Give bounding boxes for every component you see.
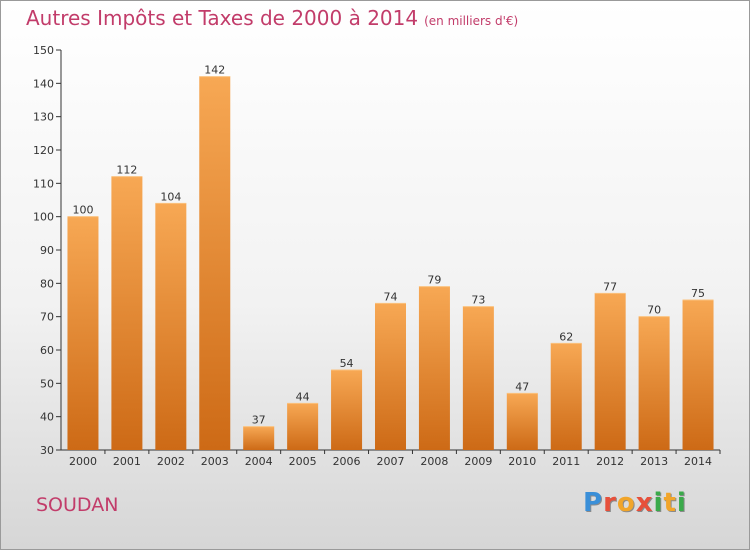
bar-value-label: 70 [647, 304, 661, 317]
y-tick-label: 50 [40, 377, 54, 390]
y-tick-label: 120 [33, 144, 54, 157]
chart-title: Autres Impôts et Taxes de 2000 à 2014 (en… [26, 6, 518, 30]
bars: 100 112 104 142 37 44 54 74 79 73 47 62 77 70 75 [67, 64, 714, 451]
bar-2011 [550, 343, 582, 450]
bar-2005 [287, 403, 319, 450]
y-tick-label: 90 [40, 244, 54, 257]
bar-2007 [375, 303, 406, 450]
x-tick-label: 2001 [113, 455, 141, 468]
x-tick-label: 2011 [552, 455, 580, 468]
bar-value-label: 77 [603, 280, 617, 293]
y-tick-label: 40 [40, 411, 54, 424]
bar-2002 [155, 203, 187, 450]
x-tick-label: 2010 [508, 455, 536, 468]
bar-value-label: 100 [72, 204, 93, 217]
y-tick-label: 80 [40, 277, 54, 290]
y-tick-label: 150 [33, 44, 54, 57]
x-tick-label: 2012 [596, 455, 624, 468]
place-name: SOUDAN [36, 494, 119, 516]
y-tick-label: 60 [40, 344, 54, 357]
bar-value-label: 142 [204, 64, 225, 77]
bar-value-label: 74 [384, 290, 398, 303]
x-tick-label: 2005 [289, 455, 317, 468]
x-tick-label: 2008 [420, 455, 448, 468]
proxiti-logo: Proxiti [583, 488, 687, 518]
x-tick-label: 2009 [464, 455, 492, 468]
bar-2008 [418, 286, 450, 450]
bar-2012 [594, 293, 626, 450]
y-tick-label: 30 [40, 444, 54, 457]
bar-value-label: 79 [427, 274, 441, 287]
bar-value-label: 37 [252, 414, 266, 427]
bar-2006 [331, 370, 363, 450]
bar-2013 [638, 316, 670, 450]
bar-2010 [506, 393, 538, 450]
x-tick-label: 2014 [684, 455, 712, 468]
bar-2014 [682, 300, 714, 450]
x-tick-label: 2007 [377, 455, 405, 468]
bar-2000 [67, 216, 99, 450]
bar-value-label: 47 [515, 380, 529, 393]
x-tick-label: 2013 [640, 455, 668, 468]
y-tick-label: 110 [33, 177, 54, 190]
y-tick-label: 70 [40, 311, 54, 324]
x-tick-label: 2000 [69, 455, 97, 468]
bar-value-label: 75 [691, 287, 705, 300]
x-tick-label: 2002 [157, 455, 185, 468]
y-tick-label: 100 [33, 211, 54, 224]
bar-2001 [111, 176, 143, 450]
bar-value-label: 112 [116, 164, 137, 177]
bar-2004 [243, 426, 275, 450]
y-tick-label: 140 [33, 77, 54, 90]
y-tick-label: 130 [33, 111, 54, 124]
x-tick-label: 2004 [245, 455, 273, 468]
bar-value-label: 73 [471, 294, 485, 307]
bar-2003 [199, 76, 231, 451]
chart-unit: (en milliers d'€) [424, 14, 519, 28]
bar-value-label: 62 [559, 330, 573, 343]
x-tick-label: 2003 [201, 455, 229, 468]
chart-title-text: Autres Impôts et Taxes de 2000 à 2014 [26, 6, 419, 30]
x-axis: 2000 2001 2002 2003 2004 2005 2006 2007 2008 2009… [61, 449, 721, 468]
bar-value-label: 104 [160, 190, 181, 203]
bar-2009 [462, 306, 494, 450]
x-tick-label: 2006 [333, 455, 361, 468]
y-axis: 30 40 50 60 70 80 90 100 110 120 130 140 150 [33, 44, 62, 457]
bar-value-label: 44 [296, 390, 310, 403]
bar-value-label: 54 [340, 357, 354, 370]
